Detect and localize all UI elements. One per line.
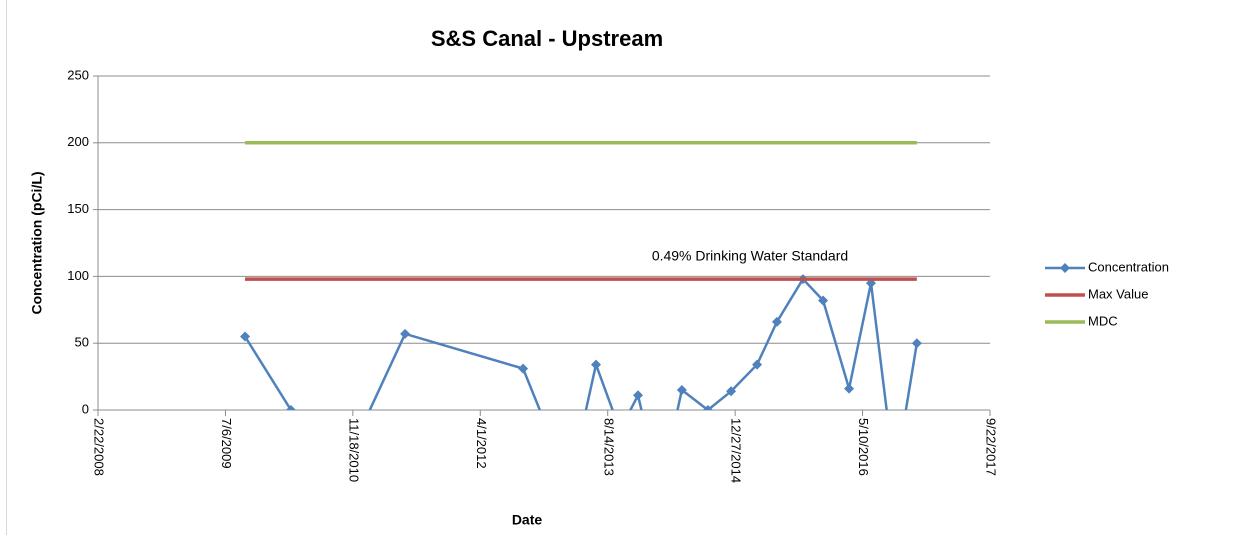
data-point (285, 405, 296, 410)
y-tick-label: 200 (67, 134, 89, 149)
data-point (702, 405, 713, 410)
data-point (590, 359, 601, 370)
annotation: 0.49% Drinking Water Standard (652, 248, 848, 264)
legend-marker (1060, 263, 1070, 273)
data-point (676, 384, 687, 395)
data-point (911, 338, 922, 349)
legend-label: Concentration (1088, 259, 1169, 274)
data-point (844, 383, 855, 394)
y-tick-label: 50 (75, 335, 89, 350)
data-point (578, 418, 588, 428)
x-axis-title: Date (512, 512, 543, 528)
data-point (633, 390, 644, 401)
data-point (655, 485, 665, 495)
data-point (771, 316, 782, 327)
chart-title: S&S Canal - Upstream (431, 26, 663, 51)
data-point (818, 295, 829, 306)
x-tick-label: 5/10/2016 (856, 418, 871, 476)
x-tick-label: 11/18/2010 (346, 418, 361, 482)
y-tick-label: 100 (67, 268, 89, 283)
y-tick-label: 0 (82, 401, 89, 416)
data-point (752, 359, 763, 370)
data-point (890, 472, 900, 482)
plot-area (240, 141, 922, 495)
y-tick-label: 150 (67, 201, 89, 216)
legend-label: Max Value (1088, 286, 1148, 301)
series-line (243, 277, 919, 410)
data-point (400, 328, 411, 339)
data-point (240, 331, 251, 342)
x-tick-label: 12/27/2014 (729, 418, 744, 483)
x-tick-label: 2/22/2008 (92, 418, 107, 476)
data-point (518, 363, 529, 374)
data-point (551, 445, 561, 455)
legend-label: MDC (1088, 313, 1118, 328)
x-tick-label: 9/22/2017 (984, 418, 999, 476)
x-tick-label: 4/1/2012 (474, 418, 489, 469)
data-point (726, 386, 737, 397)
y-axis-title: Concentration (pCi/L) (29, 171, 45, 314)
x-tick-label: 7/6/2009 (219, 418, 234, 469)
y-tick-label: 250 (67, 67, 89, 82)
x-tick-label: 8/14/2013 (601, 418, 616, 476)
